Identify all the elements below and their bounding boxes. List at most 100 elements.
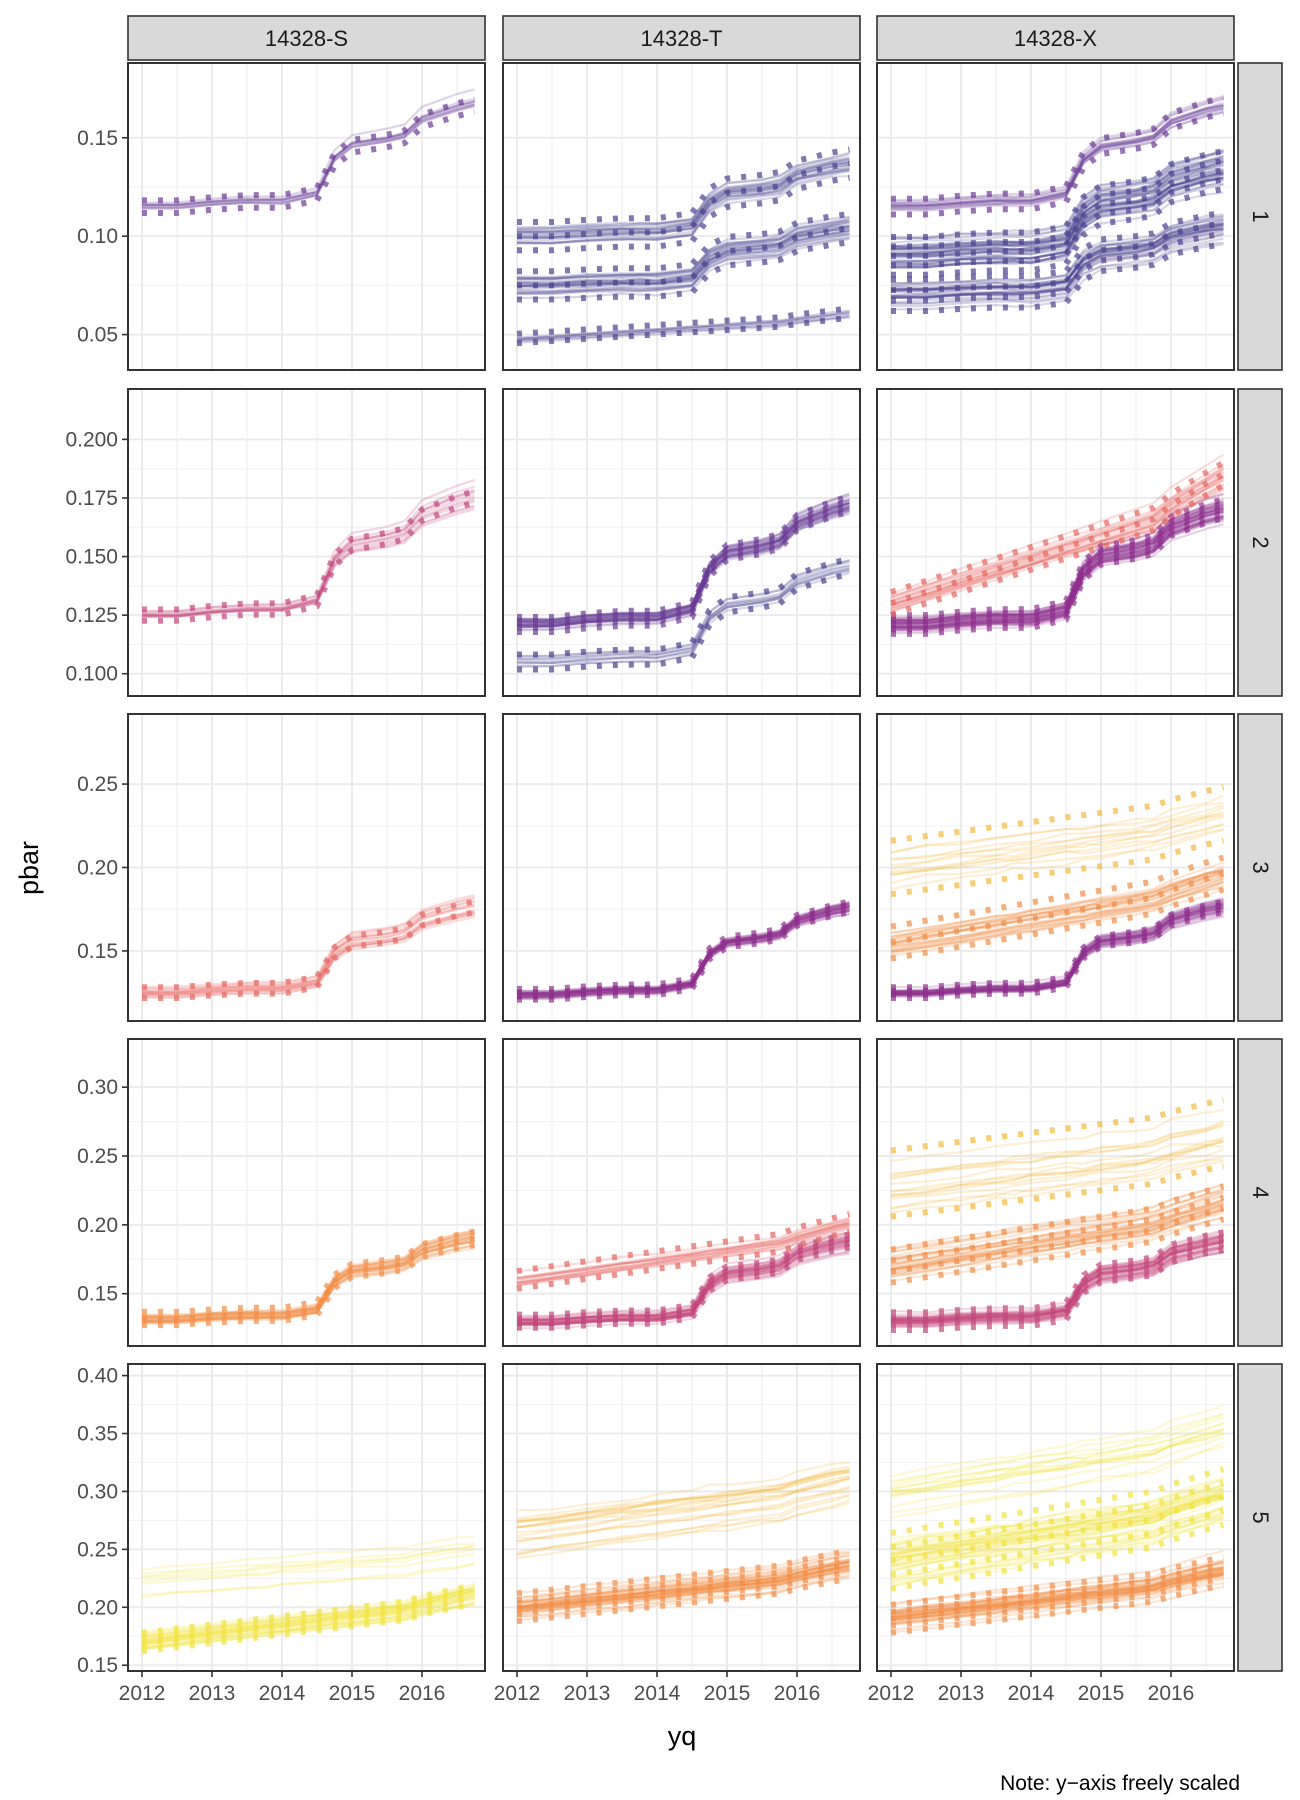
series-line xyxy=(890,870,1224,941)
x-tick-label: 2014 xyxy=(1008,1682,1055,1705)
series-line xyxy=(890,1559,1224,1606)
series-line xyxy=(516,1571,850,1616)
series-line xyxy=(516,311,850,341)
series-line xyxy=(516,166,850,245)
series-line xyxy=(890,1496,1224,1566)
series-line xyxy=(890,1514,1224,1584)
y-tick-label: 0.100 xyxy=(65,663,118,686)
series-line xyxy=(516,164,850,239)
series-line xyxy=(890,1195,1224,1259)
series-line xyxy=(890,476,1225,613)
series-line xyxy=(516,1567,850,1616)
series-line xyxy=(890,1211,1224,1274)
series-line xyxy=(890,1506,1224,1573)
series-line xyxy=(890,1416,1224,1491)
series-line xyxy=(890,1571,1224,1621)
series-line xyxy=(141,897,475,994)
series-line xyxy=(890,1478,1224,1548)
y-tick-label: 0.15 xyxy=(77,1283,118,1306)
series-line xyxy=(890,794,1224,854)
series-line xyxy=(516,1475,850,1534)
series-line xyxy=(890,149,1224,244)
series-lines xyxy=(516,1211,851,1331)
series-line xyxy=(516,1568,850,1613)
panel-5-14328-T: 2012 2013 2014 2015 2016 xyxy=(494,1363,861,1705)
series-line xyxy=(516,167,850,234)
series-line xyxy=(890,108,1224,205)
series-line xyxy=(516,1569,850,1613)
series-line xyxy=(890,1494,1224,1564)
series-line xyxy=(890,232,1224,299)
series-line xyxy=(890,1187,1224,1253)
panel-border xyxy=(876,1363,1235,1672)
series-line xyxy=(516,1222,850,1279)
series-line xyxy=(516,158,850,230)
panel-background xyxy=(503,1364,860,1671)
series-line xyxy=(890,1430,1224,1496)
series-line xyxy=(516,1564,850,1612)
series-line xyxy=(890,1208,1224,1276)
series-line xyxy=(141,1592,475,1643)
series-line xyxy=(516,1471,850,1523)
series-lines xyxy=(141,1535,476,1655)
series-line xyxy=(141,1590,475,1640)
series-line xyxy=(516,309,850,340)
series-line xyxy=(890,1208,1224,1271)
series-line xyxy=(890,237,1224,308)
series-line xyxy=(516,570,850,660)
series-line xyxy=(516,168,850,242)
series-line xyxy=(890,1567,1224,1619)
series-line xyxy=(141,1545,475,1578)
series-line xyxy=(141,1586,475,1638)
x-tick-label: 2016 xyxy=(399,1682,446,1705)
x-tick-label: 2012 xyxy=(868,1682,915,1705)
series-line xyxy=(516,1218,850,1280)
median-dotted-line xyxy=(891,157,1225,250)
series-line xyxy=(890,467,1225,599)
x-axis-title: yq xyxy=(668,1721,697,1751)
series-line xyxy=(890,1413,1224,1484)
series-line xyxy=(890,101,1224,212)
series-line xyxy=(890,1511,1224,1568)
series-line xyxy=(890,1573,1224,1622)
panel-border xyxy=(502,713,861,1022)
series-line xyxy=(516,153,850,230)
series-line xyxy=(516,1560,850,1606)
series-line xyxy=(890,828,1224,891)
series-line xyxy=(516,1470,850,1524)
series-line xyxy=(516,1569,850,1614)
y-tick-label: 0.05 xyxy=(77,324,118,347)
series-line xyxy=(141,1597,475,1649)
series-line xyxy=(890,804,1224,860)
series-line xyxy=(890,1507,1224,1571)
series-line xyxy=(516,233,850,295)
column-strip-label-14328-S: 14328-S xyxy=(265,26,348,51)
series-line xyxy=(890,223,1224,291)
series-line xyxy=(890,1495,1224,1559)
series-line xyxy=(516,1559,850,1604)
series-line xyxy=(890,1506,1224,1579)
series-line xyxy=(516,164,850,240)
series-line xyxy=(890,1442,1224,1519)
series-line xyxy=(141,903,475,991)
series-line xyxy=(890,1568,1224,1616)
panel-4-14328-S: 0.15 0.20 0.25 0.30 xyxy=(77,1038,486,1347)
series-line xyxy=(890,1158,1224,1211)
series-line xyxy=(890,215,1224,293)
series-line xyxy=(890,1482,1224,1546)
series-line xyxy=(516,1559,850,1608)
x-tick-label: 2012 xyxy=(494,1682,541,1705)
series-line xyxy=(890,1191,1224,1261)
series-line xyxy=(141,1553,475,1585)
series-line xyxy=(141,1582,475,1633)
column-strip-14328-X xyxy=(876,15,1235,61)
series-line xyxy=(890,1567,1224,1616)
series-line xyxy=(890,1497,1224,1562)
series-line xyxy=(516,1252,850,1330)
series-line xyxy=(141,900,475,996)
series-line xyxy=(890,1511,1224,1582)
series-line xyxy=(516,1224,850,1284)
series-line xyxy=(516,1217,850,1273)
series-line xyxy=(890,243,1224,311)
series-line xyxy=(516,1577,850,1618)
